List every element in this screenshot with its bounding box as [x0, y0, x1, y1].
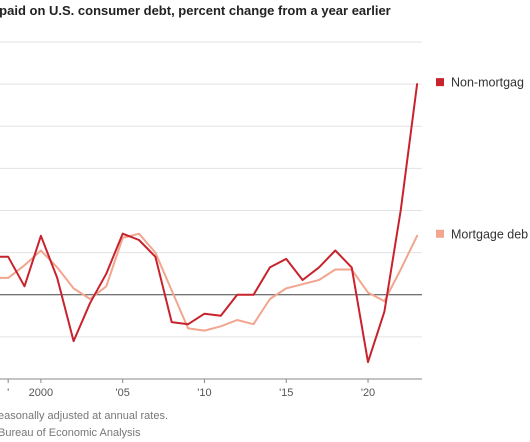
- chart-title: st paid on U.S. consumer debt, percent c…: [0, 3, 391, 18]
- x-tick-label: ': [7, 387, 9, 399]
- mortgage-legend-swatch: [436, 229, 444, 238]
- series-lines: [0, 83, 419, 364]
- non-mortgage-legend-label: Non-mortgag: [451, 76, 524, 90]
- x-tick-label: '20: [361, 387, 375, 399]
- footnote: easonally adjusted at annual rates.: [0, 410, 169, 422]
- mortgage-line: [0, 232, 419, 332]
- x-tick-label: '10: [197, 387, 211, 399]
- mortgage-legend-label: Mortgage deb: [451, 227, 528, 241]
- non-mortgage-line: [0, 83, 419, 364]
- x-axis: ' 2000 '05 '10 '15 '20: [0, 378, 422, 399]
- legend: Non-mortgag Mortgage deb: [436, 76, 528, 241]
- gridlines: [0, 41, 422, 338]
- non-mortgage-legend-swatch: [436, 78, 444, 87]
- source-note: Bureau of Economic Analysis: [0, 427, 141, 439]
- x-tick-label: '05: [116, 387, 130, 399]
- x-tick-label: 2000: [29, 387, 53, 399]
- x-tick-label: '15: [279, 387, 293, 399]
